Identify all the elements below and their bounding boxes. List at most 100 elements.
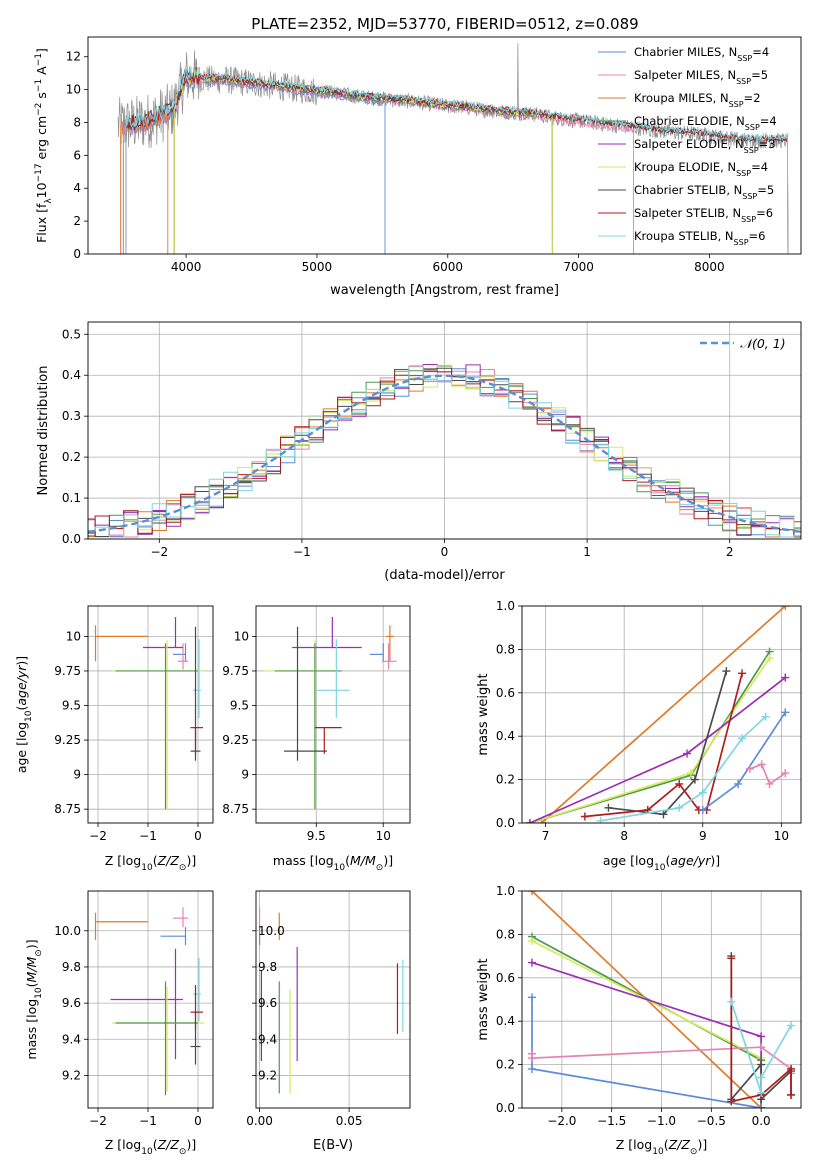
mass-weight-marker bbox=[757, 1060, 766, 1069]
y-tick-label: 9.8 bbox=[258, 960, 277, 974]
mass-weight-line bbox=[702, 711, 787, 811]
y-tick-label: 0.2 bbox=[496, 773, 515, 787]
x-tick-label: 4000 bbox=[171, 260, 202, 274]
residual-histogram bbox=[88, 370, 801, 538]
y-tick-label: 8 bbox=[73, 115, 81, 129]
x-tick-label: −2.0 bbox=[547, 1114, 576, 1128]
residual-histogram bbox=[88, 367, 801, 538]
mass-weight-marker bbox=[765, 779, 774, 788]
x-tick-label: −1 bbox=[139, 1114, 157, 1128]
mass-weight-line bbox=[541, 606, 786, 823]
mass-weight-marker bbox=[787, 1021, 796, 1030]
axes-frame bbox=[255, 605, 411, 824]
x-tick-label: −1 bbox=[139, 829, 157, 843]
mass-weight-marker bbox=[781, 606, 790, 610]
x-tick-label: 1 bbox=[583, 545, 591, 559]
mass-weight-marker bbox=[527, 1064, 536, 1073]
grid-mass_weight_vs_z bbox=[522, 890, 801, 1109]
plot-area-mass_weight_vs_z bbox=[527, 891, 796, 1108]
panels: 4000 5000 6000 7000 8000024681012wavelength … bbox=[14, 36, 802, 1157]
legend-entry: Kroupa MILES, NSSP=2 bbox=[634, 91, 761, 109]
mass-weight-marker bbox=[659, 810, 668, 819]
mass-weight-marker bbox=[734, 779, 743, 788]
y-tick-label: 10 bbox=[66, 629, 81, 643]
y-tick-label: 9.8 bbox=[62, 960, 81, 974]
panel-mass_vs_ebv: 0.00 0.05 E(B-V) 9.2 9.4 9.6 9.8 10.0 bbox=[246, 890, 411, 1153]
y-tick-label: 0.8 bbox=[496, 642, 515, 656]
x-tick-label: −1 bbox=[293, 545, 311, 559]
mass-weight-marker bbox=[738, 734, 747, 743]
mass-weight-marker bbox=[596, 816, 605, 823]
x-axis-label: mass [log10(M/M⊙)] bbox=[273, 853, 393, 873]
mass-weight-marker bbox=[722, 667, 731, 676]
plot-area-mass_weight_vs_age bbox=[525, 606, 790, 823]
x-tick-label: 0 bbox=[441, 545, 449, 559]
x-axis-label: E(B-V) bbox=[313, 1138, 353, 1153]
mass-weight-marker bbox=[690, 775, 699, 784]
y-tick-label: 9.2 bbox=[258, 1068, 277, 1082]
y-tick-label: 9.75 bbox=[222, 664, 249, 678]
mass-weight-marker bbox=[527, 993, 536, 1002]
mass-weight-marker bbox=[727, 954, 736, 963]
panel-age_vs_mass: 9.5 10 8.75 9 9.25 9.5 9.75 10 mass [log10(M/M⊙)… bbox=[222, 605, 411, 873]
panel-residuals: −2 −1 0 1 2 0.0 0.1 0.2 0.3 0.4 0.5 𝒩(0, 1) (data-mo… bbox=[36, 321, 802, 583]
mass-weight-marker bbox=[683, 749, 692, 758]
mass-weight-line bbox=[529, 651, 771, 823]
mass-weight-line bbox=[584, 673, 743, 818]
y-tick-label: 9.2 bbox=[62, 1068, 81, 1082]
y-tick-label: 9.5 bbox=[62, 699, 81, 713]
mass-weight-marker bbox=[698, 805, 707, 814]
y-tick-label: 9.6 bbox=[258, 996, 277, 1010]
panel-mass_vs_z: −2 −1 0 9.2 9.4 9.6 9.8 10.0 Z [log10(Z/Z⊙)] mass… bbox=[24, 890, 214, 1157]
axes-frame bbox=[87, 36, 802, 255]
y-tick-label: 10 bbox=[234, 629, 249, 643]
y-tick-label: 8.75 bbox=[54, 802, 81, 816]
panel-mass_weight_vs_z: −2.0 −1.5 −1.0 −0.5 0.0 0.0 0.2 0.4 0.6 0.8 1.0 Z [… bbox=[476, 884, 802, 1157]
panel-mass_weight_vs_age: 7 8 9 10 0.0 0.2 0.4 0.6 0.8 1.0 age [log10(age/yr… bbox=[476, 599, 802, 873]
mass-weight-line bbox=[749, 763, 786, 786]
x-tick-label: −0.5 bbox=[697, 1114, 726, 1128]
mass-weight-line bbox=[531, 961, 762, 1108]
mass-weight-line bbox=[730, 1001, 792, 1094]
legend-entry: Chabrier MILES, NSSP=4 bbox=[634, 45, 769, 63]
x-tick-label: 9 bbox=[699, 829, 707, 843]
plot-area-mass_vs_z bbox=[94, 907, 205, 1096]
x-tick-label: 10 bbox=[774, 829, 789, 843]
legend-entry: Chabrier STELIB, NSSP=5 bbox=[634, 183, 774, 201]
y-tick-label: 0.0 bbox=[62, 532, 81, 546]
grid-mass_weight_vs_age bbox=[522, 605, 801, 824]
grid-age_vs_mass bbox=[256, 606, 410, 823]
x-tick-label: 7 bbox=[542, 829, 550, 843]
x-axis-label: age [log10(age/yr)] bbox=[603, 853, 720, 873]
mass-weight-marker bbox=[527, 958, 536, 967]
mass-weight-line bbox=[600, 716, 767, 822]
y-tick-label: 8.75 bbox=[222, 802, 249, 816]
x-tick-label: −2 bbox=[150, 545, 168, 559]
residual-histogram bbox=[88, 365, 801, 538]
y-tick-label: 0 bbox=[73, 247, 81, 261]
y-tick-label: 9.6 bbox=[62, 996, 81, 1010]
x-axis-label: Z [log10(Z/Z⊙)] bbox=[105, 1137, 196, 1157]
y-tick-label: 12 bbox=[66, 50, 81, 64]
y-tick-label: 9.5 bbox=[230, 699, 249, 713]
plot-area-mass_vs_ebv bbox=[258, 907, 404, 1094]
y-tick-label: 10.0 bbox=[54, 924, 81, 938]
x-tick-label: −2 bbox=[89, 829, 107, 843]
mass-weight-marker bbox=[527, 1054, 536, 1063]
mass-weight-marker bbox=[757, 1043, 766, 1052]
x-tick-label: −1.5 bbox=[597, 1114, 626, 1128]
axes-frame bbox=[255, 890, 411, 1109]
mass-weight-marker bbox=[757, 1073, 766, 1082]
y-tick-label: 0.4 bbox=[496, 729, 515, 743]
x-axis-label: Z [log10(Z/Z⊙)] bbox=[616, 1137, 707, 1157]
y-axis-label: Flux [fλ10−17 erg cm−2 s−1 A−1] bbox=[34, 48, 54, 243]
plot-area-age_vs_z bbox=[94, 617, 205, 810]
mass-weight-line bbox=[531, 935, 762, 1108]
y-tick-label: 0.8 bbox=[496, 927, 515, 941]
x-tick-label: 9.5 bbox=[307, 829, 326, 843]
axes-frame bbox=[87, 890, 214, 1109]
y-axis-label: mass [log10(M/M⊙)] bbox=[24, 939, 44, 1059]
x-tick-label: 10 bbox=[376, 829, 391, 843]
y-axis-label: Normed distribution bbox=[36, 366, 51, 496]
mass-weight-marker bbox=[781, 769, 790, 778]
